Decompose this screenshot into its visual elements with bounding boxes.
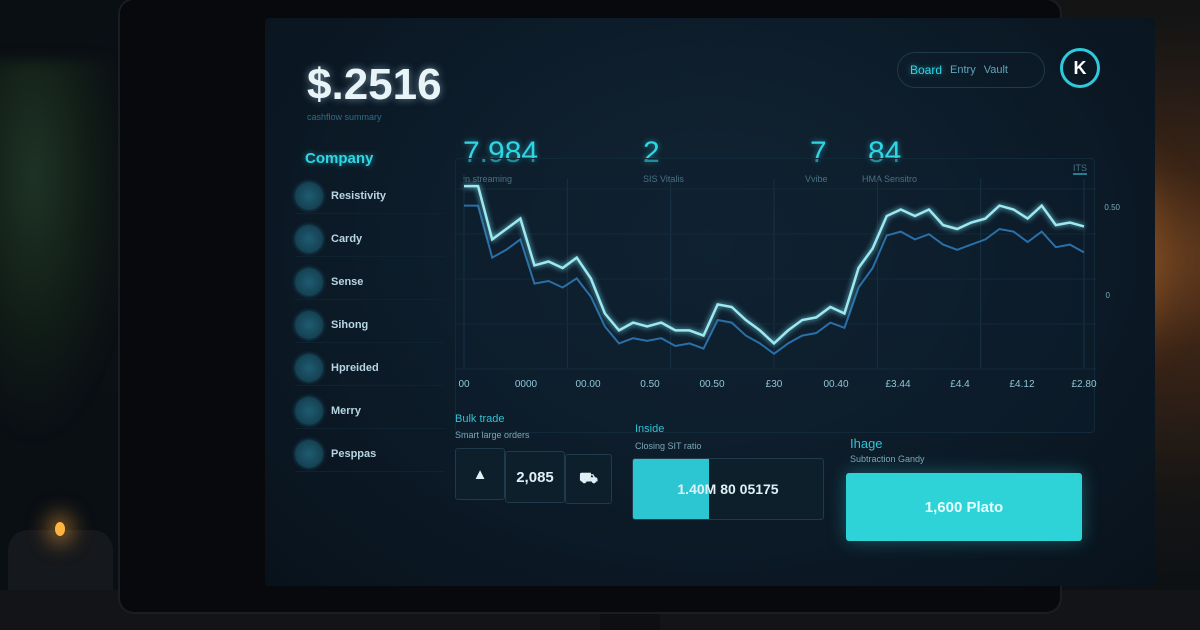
nav-board[interactable]: Board bbox=[910, 63, 943, 77]
nav-vault[interactable]: Vault bbox=[983, 64, 1008, 76]
circle-icon bbox=[295, 224, 323, 253]
sidebar-item[interactable]: Pesppas bbox=[295, 436, 445, 472]
plato-button[interactable]: 1,600 Plato bbox=[846, 473, 1082, 541]
chart-svg bbox=[456, 179, 1096, 370]
inside-progress[interactable]: 1.40M 80 05175 bbox=[632, 458, 824, 520]
x-tick-label: £4.4 bbox=[950, 379, 970, 390]
x-tick-label: 0000 bbox=[514, 379, 538, 390]
bulk-caption: Smart large orders bbox=[455, 430, 530, 440]
inside-caption: Closing SIT ratio bbox=[635, 441, 702, 451]
x-tick-label: £2.80 bbox=[1071, 379, 1097, 390]
balance-value: $.2516 bbox=[307, 60, 442, 109]
balance-caption: cashflow summary bbox=[307, 112, 382, 122]
candle-flame bbox=[55, 522, 65, 536]
sidebar-item-label: Sihong bbox=[331, 318, 369, 331]
line-chart: 00 0000 00.00 0.50 00.50 £30 00.40 £3.44 £4.4 £4.… bbox=[455, 158, 1120, 433]
dashboard-screen: $.2516 cashflow summary Board Entry Vaul… bbox=[265, 18, 1155, 586]
bulk-up-button[interactable]: ▲ bbox=[455, 448, 505, 500]
cart-icon: ⛟ bbox=[579, 469, 598, 487]
brand-logo[interactable]: K bbox=[1060, 48, 1100, 88]
tag-icon bbox=[295, 310, 323, 339]
sidebar-item-label: Sense bbox=[331, 275, 364, 288]
sidebar-title: Company bbox=[305, 150, 374, 167]
sidebar-item-label: Hpreided bbox=[331, 361, 379, 374]
inside-value: 1.40M 80 05175 bbox=[677, 481, 779, 497]
nav-entry[interactable]: Entry bbox=[950, 64, 976, 76]
monitor: $.2516 cashflow summary Board Entry Vaul… bbox=[120, 0, 1155, 612]
x-tick-label: 00.50 bbox=[699, 379, 725, 390]
chart-range-tab[interactable]: ITS bbox=[1073, 163, 1088, 175]
series-line bbox=[464, 204, 1085, 356]
triangle-icon: ▲ bbox=[472, 465, 488, 483]
sidebar-item[interactable]: Merry bbox=[295, 393, 445, 429]
top-nav-pill: Board Entry Vault bbox=[897, 52, 1045, 88]
stat-value: 2 bbox=[643, 136, 660, 169]
refresh-icon bbox=[295, 181, 323, 210]
sidebar-item[interactable]: Sense bbox=[295, 264, 445, 300]
ring-icon bbox=[295, 396, 323, 425]
logo-letter: K bbox=[1073, 57, 1087, 78]
sidebar-item-label: Pesppas bbox=[331, 447, 377, 460]
x-tick-label: 00 bbox=[458, 379, 470, 390]
stat-label: SIS Vitalis bbox=[643, 174, 684, 184]
x-tick-label: 00.40 bbox=[823, 379, 849, 390]
dot-icon bbox=[295, 439, 323, 468]
right-label: 0.50 bbox=[1104, 203, 1120, 212]
stat-label: in streaming bbox=[463, 174, 513, 184]
image-title: Ihage bbox=[850, 436, 883, 451]
square-icon bbox=[295, 267, 323, 296]
sidebar-item-label: Cardy bbox=[331, 232, 363, 245]
swirl-icon bbox=[295, 353, 323, 382]
image-caption: Subtraction Gandy bbox=[850, 454, 925, 464]
x-tick-label: 0.50 bbox=[640, 379, 660, 390]
bulk-value: 2,085 bbox=[505, 451, 565, 503]
right-label: 0 bbox=[1105, 291, 1110, 300]
x-tick-label: £3.44 bbox=[885, 379, 911, 390]
stat-value: 7.984 bbox=[463, 136, 539, 169]
sidebar-item-label: Resistivity bbox=[331, 189, 387, 202]
sidebar-item[interactable]: Sihong bbox=[295, 307, 445, 343]
sidebar-item[interactable]: Hpreided bbox=[295, 350, 445, 386]
sidebar-item[interactable]: Resistivity bbox=[295, 178, 445, 214]
stat-value: 7 bbox=[810, 136, 827, 169]
inside-title: Inside bbox=[635, 423, 665, 435]
x-tick-label: 00.00 bbox=[575, 379, 601, 390]
inside-progress-fill bbox=[633, 459, 709, 519]
series-line bbox=[464, 184, 1085, 346]
bulk-title: Bulk trade bbox=[455, 413, 505, 425]
plant bbox=[0, 60, 130, 440]
stat-label: Vvibe bbox=[805, 174, 828, 184]
x-tick-label: £30 bbox=[765, 379, 783, 390]
sidebar-item[interactable]: Cardy bbox=[295, 221, 445, 257]
x-tick-label: £4.12 bbox=[1009, 379, 1035, 390]
stat-label: HMA Sensitro bbox=[862, 174, 918, 184]
stat-value: 84 bbox=[868, 136, 902, 169]
sidebar-item-label: Merry bbox=[331, 404, 361, 417]
bulk-action-button[interactable]: ⛟ bbox=[565, 454, 612, 504]
